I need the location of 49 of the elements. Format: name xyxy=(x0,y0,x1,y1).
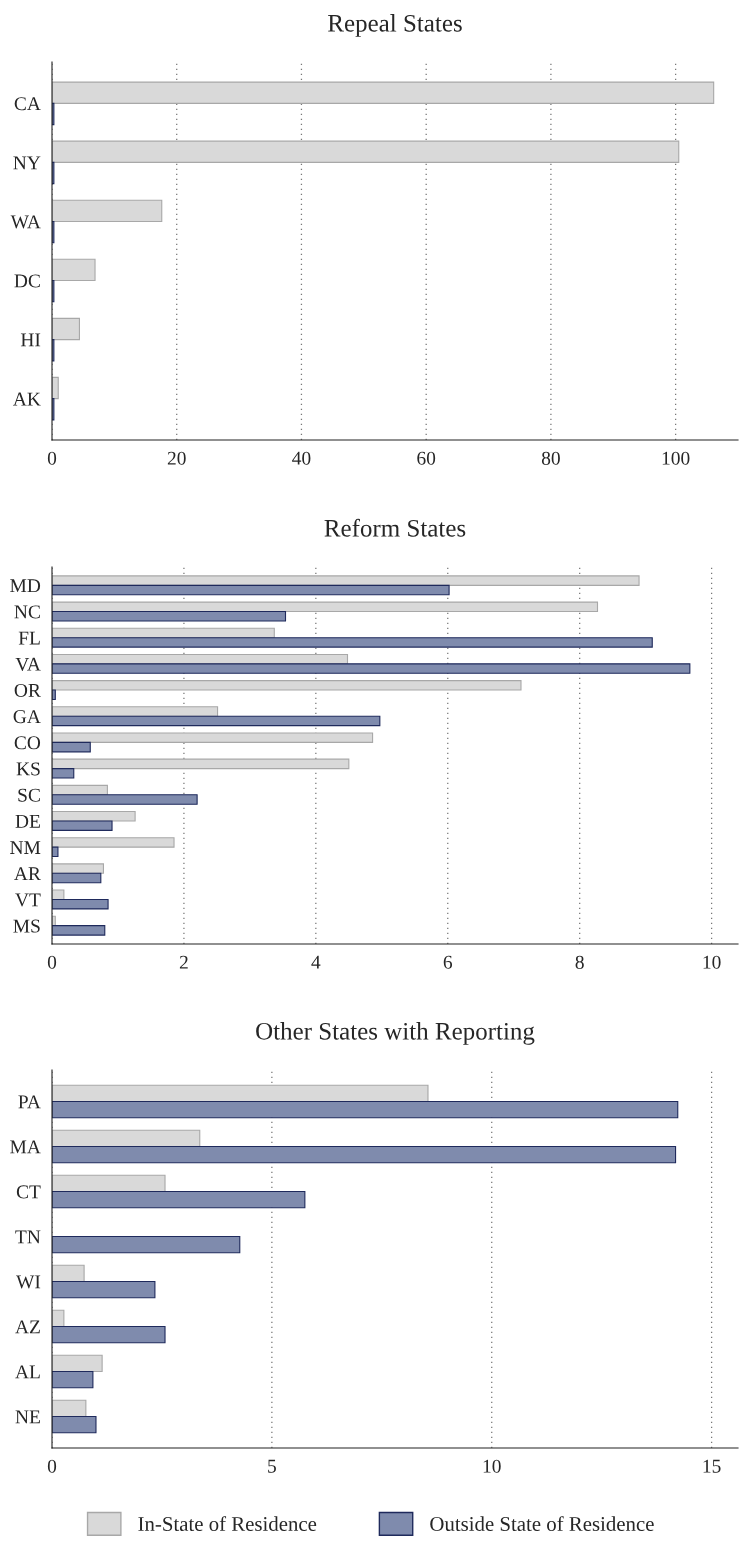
x-tick-label: 80 xyxy=(541,451,560,465)
x-tick-label: 15 xyxy=(703,1459,721,1473)
legend-label: Outside State of Residence xyxy=(430,1516,654,1532)
y-tick-label: AZ xyxy=(15,1320,40,1334)
y-tick-label: CO xyxy=(14,736,41,750)
chart-title: Reform States xyxy=(324,518,466,537)
x-tick-label: 8 xyxy=(575,955,584,969)
chart-title: Other States with Reporting xyxy=(256,1022,535,1045)
y-tick-label: AK xyxy=(13,392,41,406)
y-tick-label: WI xyxy=(16,1275,41,1289)
y-tick-label: VA xyxy=(15,657,41,671)
y-tick-label: SC xyxy=(18,788,40,802)
y-tick-label: DC xyxy=(14,274,40,288)
x-tick-label: 60 xyxy=(417,451,436,465)
y-tick-label: AL xyxy=(15,1365,40,1379)
x-tick-label: 0 xyxy=(47,955,57,969)
x-tick-label: 10 xyxy=(703,955,721,969)
y-tick-label: MD xyxy=(10,579,41,593)
y-tick-label: OR xyxy=(14,683,41,697)
y-tick-label: WA xyxy=(10,215,41,229)
y-tick-label: MA xyxy=(10,1140,41,1154)
chart-title: Repeal States xyxy=(328,14,462,37)
y-tick-label: CA xyxy=(14,97,41,111)
y-tick-label: AR xyxy=(14,867,41,881)
x-tick-label: 5 xyxy=(268,1459,276,1473)
y-tick-label: NE xyxy=(15,1410,40,1424)
x-tick-label: 6 xyxy=(443,955,453,969)
y-tick-label: VT xyxy=(15,893,41,907)
x-tick-label: 2 xyxy=(179,955,188,969)
x-tick-label: 0 xyxy=(47,451,57,465)
y-tick-label: CT xyxy=(16,1185,41,1199)
y-tick-label: FL xyxy=(18,631,40,645)
y-tick-label: TN xyxy=(15,1230,41,1244)
y-tick-label: NY xyxy=(13,156,41,170)
x-tick-label: 100 xyxy=(662,451,690,465)
x-tick-label: 0 xyxy=(47,1459,57,1473)
y-tick-label: NC xyxy=(14,605,40,619)
y-tick-label: NM xyxy=(10,841,41,854)
y-tick-label: KS xyxy=(16,762,40,776)
x-tick-label: 4 xyxy=(311,955,321,969)
legend-label: In-State of Residence xyxy=(138,1516,317,1532)
x-tick-label: 40 xyxy=(292,451,311,465)
y-tick-label: GA xyxy=(13,710,41,724)
x-tick-label: 10 xyxy=(483,1459,501,1473)
x-tick-label: 20 xyxy=(167,451,186,465)
y-tick-label: HI xyxy=(20,333,41,347)
y-tick-label: DE xyxy=(15,814,40,828)
y-tick-label: MS xyxy=(13,919,40,933)
y-tick-label: PA xyxy=(18,1095,41,1109)
